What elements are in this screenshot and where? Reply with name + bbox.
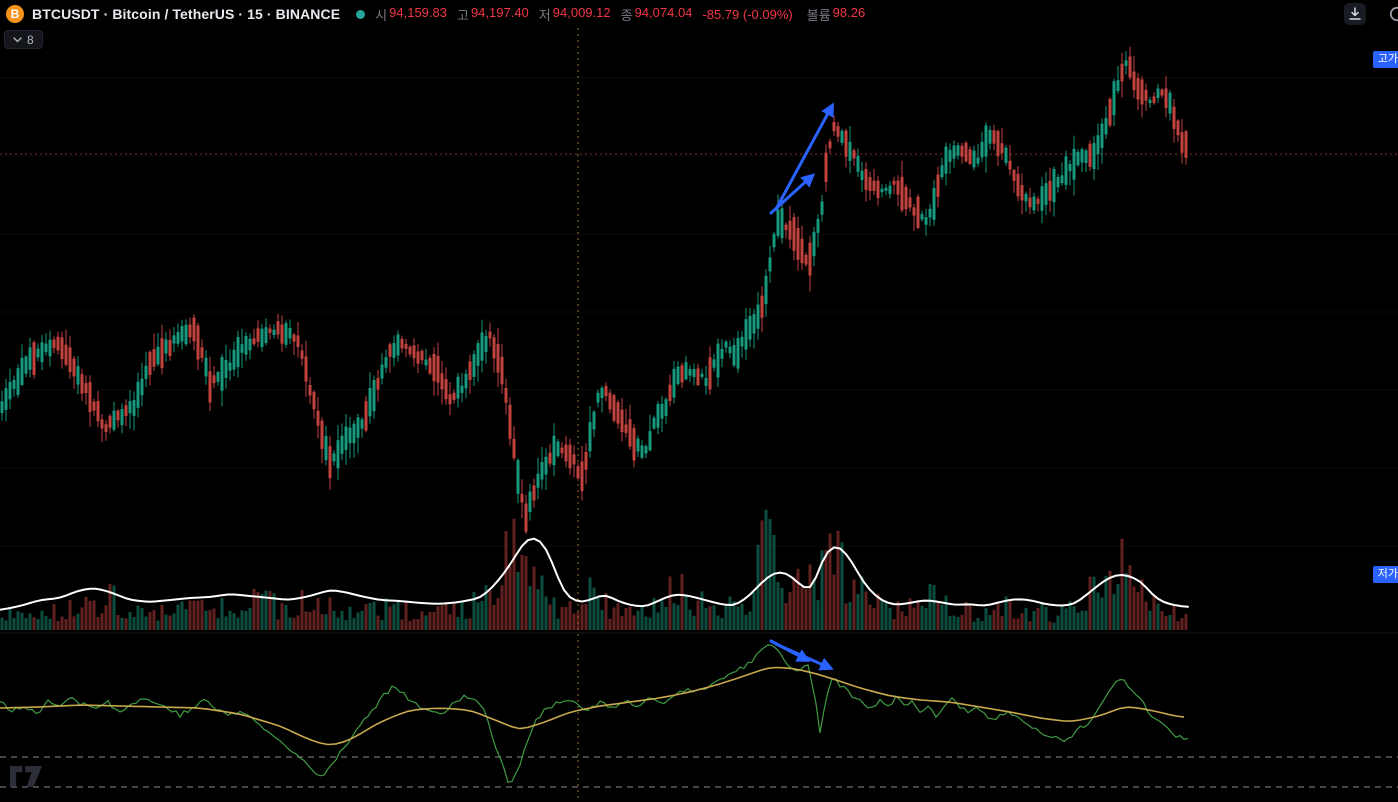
header-actions	[1344, 3, 1366, 25]
candlestick-series	[0, 46, 1188, 534]
low-label: 저	[538, 7, 551, 23]
tradingview-logo-icon	[10, 766, 42, 787]
drawings-count: 8	[27, 32, 34, 47]
oscillator-slow-line	[0, 666, 1185, 746]
volume-ma-line	[0, 537, 1189, 611]
download-button[interactable]	[1344, 3, 1366, 25]
open-value: 94,159.83	[389, 4, 447, 20]
chevron-down-icon	[13, 36, 22, 42]
high-value: 94,197.40	[470, 4, 529, 20]
refresh-button[interactable]	[1388, 5, 1398, 23]
refresh-icon	[1389, 6, 1398, 22]
volume-series	[0, 509, 1188, 630]
drawings-group-pill[interactable]: 8	[4, 30, 43, 49]
oscillator-fast-line	[0, 644, 1189, 784]
high-label: 고	[456, 7, 469, 23]
volume-label: 볼륨	[806, 7, 831, 23]
close-value-pair: 종 94,074.04	[621, 5, 693, 24]
change-value: -85.79 (-0.09%)	[702, 6, 793, 22]
close-label: 종	[620, 7, 633, 23]
tradingview-logo[interactable]	[10, 766, 42, 792]
close-value: 94,074.04	[634, 4, 693, 20]
high-value-pair: 고 94,197.40	[457, 5, 529, 24]
oscillator-band-lines	[0, 756, 1398, 788]
open-label: 시	[375, 7, 388, 23]
low-price-badge: 저가	[1372, 566, 1398, 583]
grid-lines	[0, 77, 1398, 547]
low-value-pair: 저 94,009.12	[539, 5, 611, 24]
ohlc-readout: 시 94,159.83 고 94,197.40 저 94,009.12 종 94…	[375, 5, 865, 24]
volume-value: 98.26	[832, 4, 866, 20]
open-value-pair: 시 94,159.83	[375, 5, 447, 24]
download-icon	[1349, 7, 1361, 20]
low-value: 94,009.12	[552, 4, 611, 20]
bitcoin-icon: B	[6, 5, 24, 23]
volume-value-pair: 볼륨 98.26	[807, 5, 865, 24]
drawn-trend-arrows[interactable]	[769, 102, 834, 671]
symbol-title[interactable]: BTCUSDT · Bitcoin / TetherUS · 15 · BINA…	[32, 6, 341, 22]
high-price-badge: 고가	[1372, 51, 1398, 68]
market-status-dot	[356, 9, 366, 19]
chart-header: B BTCUSDT · Bitcoin / TetherUS · 15 · BI…	[0, 0, 1398, 28]
